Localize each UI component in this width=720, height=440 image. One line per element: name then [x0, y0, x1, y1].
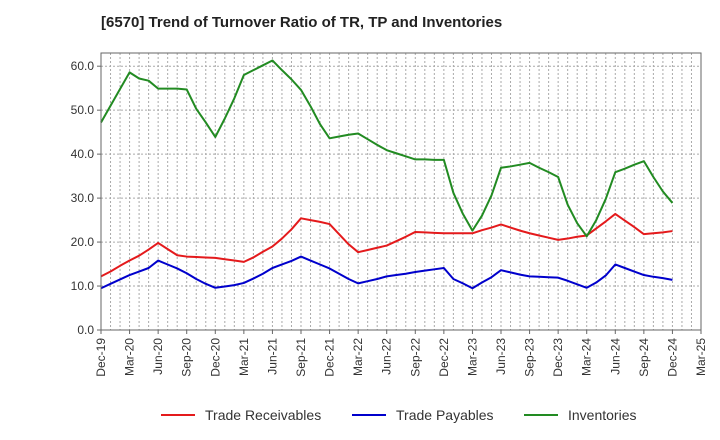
x-tick-label: Dec-19 [94, 338, 108, 377]
x-tick-label: Dec-24 [665, 338, 679, 377]
legend-swatch-inventories [524, 414, 558, 416]
legend-swatch-trade-receivables [161, 414, 195, 416]
x-tick-label: Sep-24 [637, 338, 651, 377]
x-tick-label: Sep-20 [180, 338, 194, 377]
y-tick-label: 0.0 [77, 323, 94, 337]
x-tick-label: Dec-22 [437, 338, 451, 377]
y-tick-label: 30.0 [71, 191, 95, 205]
x-tick-label: Mar-20 [123, 338, 137, 376]
x-tick-label: Jun-22 [380, 338, 394, 375]
x-tick-label: Dec-21 [323, 338, 337, 377]
axis-ticks: 0.0 10.0 20.0 30.0 40.0 50.0 60.0 Dec-19 Mar-20 J… [71, 59, 708, 377]
x-tick-label: Sep-21 [294, 338, 308, 377]
legend-item-trade-payables: Trade Payables [352, 405, 494, 425]
legend-label-inventories: Inventories [568, 407, 637, 423]
series-line-trade-payables [100, 255, 673, 290]
legend-item-trade-receivables: Trade Receivables [161, 405, 321, 425]
y-tick-label: 40.0 [71, 147, 95, 161]
chart-title: [6570] Trend of Turnover Ratio of TR, TP… [101, 14, 503, 31]
x-tick-label: Jun-21 [265, 338, 279, 375]
x-tick-label: Dec-20 [208, 338, 222, 377]
legend-item-inventories: Inventories [524, 405, 636, 425]
series-line-trade-receivables [100, 212, 673, 278]
legend: Trade Receivables Trade Payables Invento… [0, 405, 720, 425]
plot-area-frame [100, 52, 702, 331]
y-tick-label: 20.0 [71, 235, 95, 249]
series-line-inventories [100, 59, 674, 238]
legend-label-trade-receivables: Trade Receivables [205, 407, 322, 423]
x-tick-label: Mar-22 [351, 338, 365, 376]
x-tick-label: Mar-21 [237, 338, 251, 376]
x-tick-label: Sep-22 [408, 338, 422, 377]
legend-swatch-trade-payables [352, 414, 386, 416]
x-tick-label: Mar-23 [465, 338, 479, 376]
x-tick-label: Mar-25 [694, 338, 708, 376]
x-tick-label: Mar-24 [580, 338, 594, 376]
y-tick-label: 50.0 [71, 103, 95, 117]
y-tick-label: 60.0 [71, 59, 95, 73]
x-tick-label: Jun-24 [608, 338, 622, 375]
x-tick-label: Jun-23 [494, 338, 508, 375]
legend-label-trade-payables: Trade Payables [396, 407, 494, 423]
y-tick-label: 10.0 [71, 279, 95, 293]
x-tick-label: Sep-23 [523, 338, 537, 377]
grid-lines [101, 53, 701, 330]
x-tick-label: Dec-23 [551, 338, 565, 377]
series-lines [100, 59, 674, 290]
x-tick-label: Jun-20 [151, 338, 165, 375]
